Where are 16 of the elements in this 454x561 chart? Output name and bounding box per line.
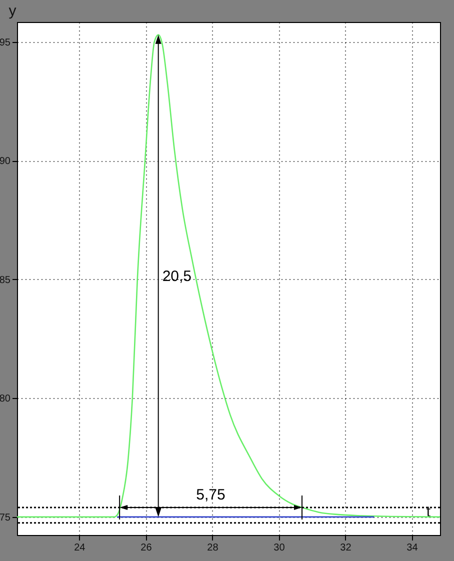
annotation: 5,75 — [196, 486, 226, 504]
x-axis-title: t — [426, 504, 432, 520]
y-tick-label: 90 — [0, 156, 11, 168]
x-tick-label: 26 — [140, 542, 152, 554]
annotation: 20,5 — [162, 268, 192, 285]
y-tick-label: 75 — [0, 512, 11, 524]
x-tick-label: 28 — [207, 542, 219, 554]
y-axis-title: y — [8, 2, 17, 20]
x-tick-label: 32 — [340, 542, 352, 554]
x-tick-label: 34 — [406, 542, 418, 554]
x-tick-label: 30 — [274, 542, 286, 554]
y-tick-label: 80 — [0, 394, 11, 405]
y-tick-label: 85 — [0, 274, 11, 286]
y-tick-label: 95 — [0, 37, 11, 48]
x-tick-label: 24 — [74, 542, 86, 554]
line-series — [17, 34, 440, 518]
